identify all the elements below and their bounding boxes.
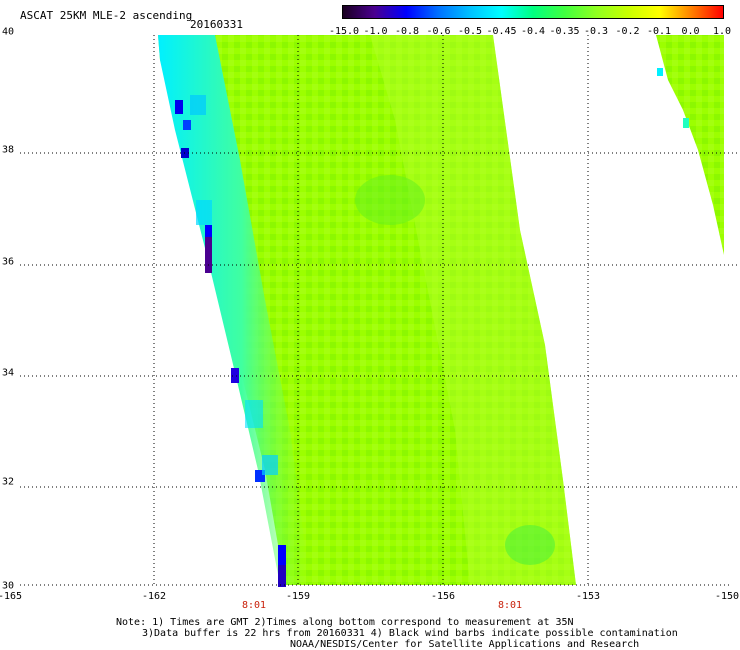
swath-right [656,35,724,255]
colorbar-tick-label: -0.3 [583,26,609,37]
lat-label-34: 34 [2,367,15,379]
lat-label-36: 36 [2,256,15,268]
swath-edge-cyan [158,35,310,585]
lon-label-165: -165 [0,591,23,602]
swath-main-lightband [370,35,576,585]
note-line-1: Note: 1) Times are GMT 2)Times along bot… [116,617,574,628]
lat-gridlines [20,152,740,488]
green-blotch-2 [505,525,555,565]
lon-label-156: -156 [430,591,456,602]
lat-label-32: 32 [2,476,15,488]
colorbar [342,5,724,19]
colorbar-tick-label: -0.6 [426,26,451,37]
lat-label-30: 30 [2,580,15,592]
swath-right-edge-pixel [683,118,689,128]
colorbar-tick-label: -0.35 [549,26,580,37]
note-line-2: 3)Data buffer is 22 hrs from 20160331 4)… [142,628,678,639]
colorbar-tick-label: 1.0 [712,26,732,37]
note-line-3: NOAA/NESDIS/Center for Satellite Applica… [290,639,640,650]
lon-label-159: -159 [285,591,311,602]
swath-right-edge-pixel [657,68,663,76]
colorbar-tick-label: -1.0 [363,26,388,37]
lon-label-153: -153 [575,591,601,602]
plot-date: 20160331 [190,18,243,31]
lat-label-40: 40 [2,26,15,38]
lat-label-38: 38 [2,144,15,156]
plot-title: ASCAT 25KM MLE-2 ascending [20,9,193,22]
lon-label-150: -150 [714,591,740,602]
time-label-1: 8:01 [242,600,267,611]
lon-label-162: -162 [141,591,167,602]
colorbar-tick-label: 0.0 [681,26,700,37]
colorbar-tick-label: -0.8 [394,26,420,37]
colorbar-tick-label: -0.4 [520,26,546,37]
colorbar-tick-label: -0.2 [615,26,640,37]
green-blotch [355,175,425,225]
colorbar-tick-label: -15.0 [328,26,360,37]
time-label-2: 8:01 [498,600,523,611]
colorbar-tick-label: -0.5 [457,26,483,37]
colorbar-tick-label: -0.1 [646,26,672,37]
colorbar-tick-label: -0.45 [486,26,517,37]
